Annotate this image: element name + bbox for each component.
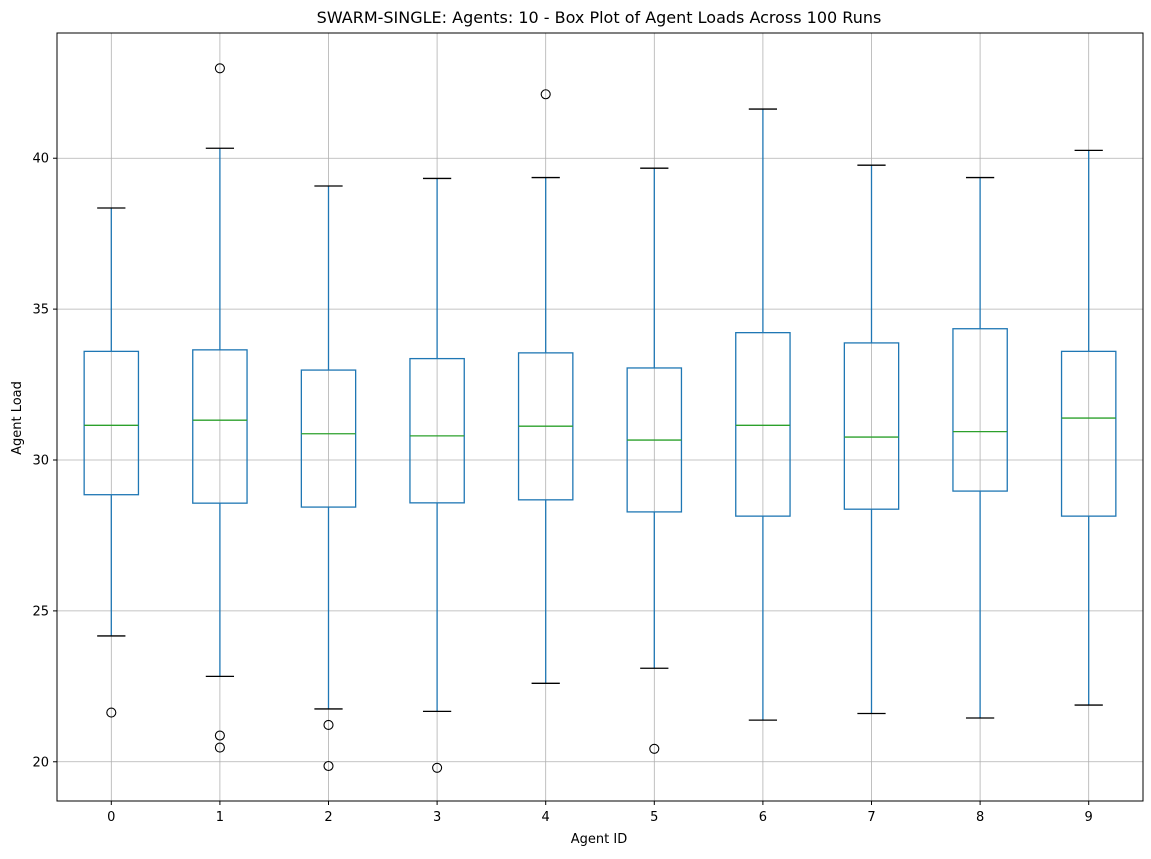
x-tick-label: 6 [759, 810, 767, 825]
iqr-box [952, 328, 1008, 492]
y-tick-label: 35 [32, 303, 49, 318]
iqr-box [1060, 350, 1117, 517]
box-group-agent-1 [192, 63, 248, 753]
outlier-point [540, 89, 551, 100]
grid-lines [57, 33, 1143, 801]
x-axis-label: Agent ID [571, 832, 627, 847]
outlier-point [323, 719, 334, 731]
outlier-point [106, 707, 117, 718]
x-tick-label: 2 [324, 810, 332, 825]
box-group-agent-2 [300, 185, 357, 772]
y-tick-label: 40 [32, 152, 49, 167]
outlier-point [649, 743, 660, 754]
outlier-point [214, 742, 225, 753]
box-group-agent-7 [843, 164, 900, 715]
iqr-box [409, 357, 465, 504]
box-group-agent-5 [626, 167, 683, 754]
boxes-layer [83, 63, 1117, 773]
x-tick-label: 4 [542, 810, 550, 825]
box-group-agent-9 [1060, 149, 1117, 706]
plot-area-frame [56, 32, 1144, 802]
x-tick-label: 8 [976, 810, 984, 825]
iqr-box [300, 369, 357, 508]
box-group-agent-0 [83, 207, 140, 718]
iqr-box [843, 342, 900, 510]
y-tick-label: 20 [32, 755, 49, 770]
outlier-point [432, 762, 443, 773]
x-tick-label: 7 [867, 810, 875, 825]
y-tick-label: 25 [32, 604, 49, 619]
box-group-agent-6 [735, 108, 791, 721]
y-axis-label: Agent Load [10, 381, 25, 455]
iqr-box [735, 332, 791, 517]
x-tick-label: 9 [1085, 810, 1093, 825]
x-tick-label: 0 [107, 810, 115, 825]
y-tick-label: 30 [32, 454, 49, 469]
iqr-box [192, 349, 248, 504]
tick-labels: 20 25 30 35 40 0 1 2 3 4 5 6 7 8 9 [32, 152, 1092, 825]
x-tick-label: 5 [650, 810, 658, 825]
outlier-point [214, 63, 225, 74]
iqr-box [83, 350, 140, 496]
outlier-point [214, 730, 225, 741]
x-tick-label: 1 [216, 810, 224, 825]
box-group-agent-8 [952, 176, 1008, 719]
box-group-agent-4 [517, 89, 574, 684]
x-tick-label: 3 [433, 810, 441, 825]
chart-title: SWARM-SINGLE: Agents: 10 - Box Plot of A… [317, 8, 882, 27]
box-group-agent-3 [409, 177, 465, 773]
outlier-point [323, 760, 334, 772]
